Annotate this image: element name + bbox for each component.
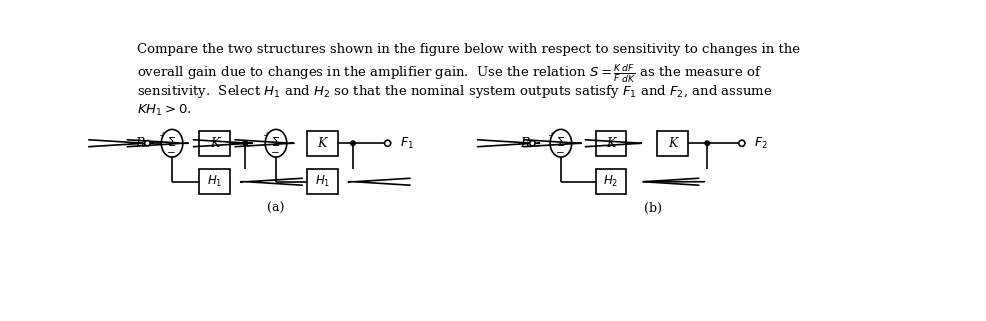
Text: K: K — [668, 137, 676, 150]
Text: R: R — [135, 137, 144, 150]
Bar — [595, 169, 626, 194]
Text: $\Sigma$: $\Sigma$ — [168, 136, 176, 149]
Text: +: + — [262, 131, 270, 140]
Bar — [595, 131, 626, 156]
Bar — [657, 131, 687, 156]
Text: $KH_1 > 0$.: $KH_1 > 0$. — [136, 103, 191, 118]
Text: R: R — [520, 137, 528, 150]
Bar — [307, 131, 337, 156]
Text: K: K — [605, 137, 615, 150]
Text: K: K — [317, 137, 326, 150]
Text: $H_2$: $H_2$ — [602, 174, 618, 189]
Text: $H_1$: $H_1$ — [206, 174, 222, 189]
Bar — [307, 169, 337, 194]
Text: +: + — [547, 131, 555, 140]
Bar — [199, 131, 230, 156]
Circle shape — [145, 141, 150, 146]
Text: +: + — [159, 131, 167, 140]
Text: $F_1$: $F_1$ — [399, 136, 413, 151]
Text: $\Sigma$: $\Sigma$ — [556, 136, 565, 149]
Bar — [199, 169, 230, 194]
Text: sensitivity.  Select $H_1$ and $H_2$ so that the nominal system outputs satisfy : sensitivity. Select $H_1$ and $H_2$ so t… — [136, 83, 771, 100]
Circle shape — [385, 140, 390, 146]
Text: K: K — [209, 137, 219, 150]
Circle shape — [529, 141, 534, 146]
Ellipse shape — [265, 129, 287, 157]
Text: (a): (a) — [267, 202, 284, 215]
Circle shape — [350, 141, 355, 145]
Text: overall gain due to changes in the amplifier gain.  Use the relation $S = \frac{: overall gain due to changes in the ampli… — [136, 63, 760, 85]
Text: Compare the two structures shown in the figure below with respect to sensitivity: Compare the two structures shown in the … — [136, 43, 799, 56]
Text: $-$: $-$ — [166, 147, 176, 156]
Text: $H_1$: $H_1$ — [315, 174, 329, 189]
Text: $\Sigma$: $\Sigma$ — [271, 136, 280, 149]
Ellipse shape — [161, 129, 182, 157]
Text: (b): (b) — [644, 202, 662, 215]
Circle shape — [243, 141, 247, 145]
Circle shape — [738, 140, 744, 146]
Ellipse shape — [549, 129, 571, 157]
Text: $-$: $-$ — [269, 147, 279, 156]
Text: $F_2$: $F_2$ — [753, 136, 767, 151]
Circle shape — [704, 141, 709, 145]
Text: $-$: $-$ — [554, 147, 564, 156]
